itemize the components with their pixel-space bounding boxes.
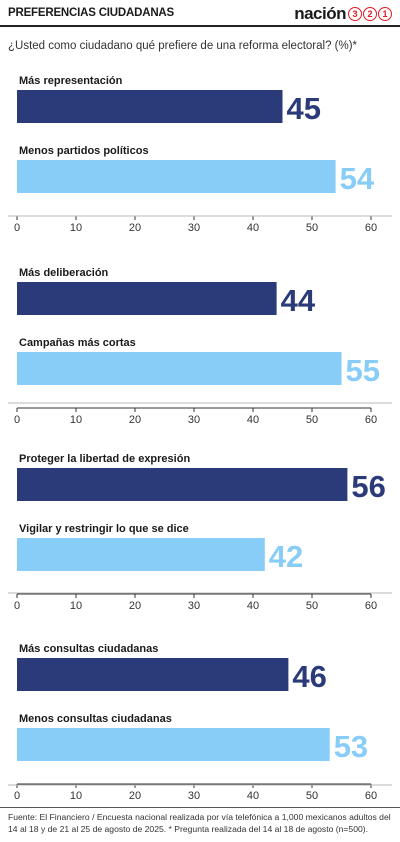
bar-label: Menos partidos políticos xyxy=(19,145,149,157)
tick-label: 0 xyxy=(14,222,20,234)
page-title: PREFERENCIAS CIUDADANAS xyxy=(8,7,174,19)
bar xyxy=(17,728,330,761)
tick-label: 60 xyxy=(365,790,377,802)
bar-label: Más representación xyxy=(19,75,123,87)
tick-label: 10 xyxy=(70,222,82,234)
footer-divider xyxy=(0,807,400,808)
tick-label: 50 xyxy=(306,414,318,426)
data-label: 53 xyxy=(334,729,368,764)
source-note: Fuente: El Financiero / Encuesta naciona… xyxy=(8,812,391,834)
data-label: 44 xyxy=(281,283,316,318)
logo-wordmark: nación xyxy=(294,4,346,23)
tick-label: 20 xyxy=(129,790,141,802)
tick-label: 40 xyxy=(247,222,259,234)
bar xyxy=(17,282,277,315)
bar-label: Campañas más cortas xyxy=(19,337,136,349)
header: PREFERENCIAS CIUDADANAS nación 3 2 1 xyxy=(0,0,400,28)
bar-label: Menos consultas ciudadanas xyxy=(19,713,172,725)
tick-label: 60 xyxy=(365,600,377,612)
tick-label: 60 xyxy=(365,222,377,234)
tick-label: 40 xyxy=(247,600,259,612)
tick-label: 30 xyxy=(188,222,200,234)
bar xyxy=(17,468,348,501)
bar xyxy=(17,90,283,123)
tick-label: 50 xyxy=(306,222,318,234)
tick-label: 30 xyxy=(188,414,200,426)
tick-label: 20 xyxy=(129,222,141,234)
data-label: 42 xyxy=(269,539,303,574)
data-label: 46 xyxy=(292,659,326,694)
logo-digit-2: 2 xyxy=(363,7,377,21)
data-label: 54 xyxy=(340,161,375,196)
tick-label: 40 xyxy=(247,790,259,802)
header-divider xyxy=(0,25,400,27)
bar-label: Más deliberación xyxy=(19,267,109,279)
bar xyxy=(17,352,342,385)
tick-label: 10 xyxy=(70,414,82,426)
tick-label: 50 xyxy=(306,790,318,802)
tick-label: 10 xyxy=(70,600,82,612)
bar xyxy=(17,160,336,193)
tick-label: 0 xyxy=(14,414,20,426)
data-label: 56 xyxy=(351,469,385,504)
data-label: 45 xyxy=(287,91,321,126)
bar-label: Vigilar y restringir lo que se dice xyxy=(19,523,189,535)
tick-label: 10 xyxy=(70,790,82,802)
bar xyxy=(17,658,289,691)
chart-question: ¿Usted como ciudadano qué prefiere de un… xyxy=(8,40,358,52)
tick-label: 0 xyxy=(14,790,20,802)
tick-label: 50 xyxy=(306,600,318,612)
tick-label: 20 xyxy=(129,600,141,612)
tick-label: 20 xyxy=(129,414,141,426)
bar-label: Proteger la libertad de expresión xyxy=(19,453,190,465)
logo-digit-1: 3 xyxy=(348,7,362,21)
tick-label: 0 xyxy=(14,600,20,612)
tick-label: 40 xyxy=(247,414,259,426)
logo-digit-3: 1 xyxy=(378,7,392,21)
tick-label: 30 xyxy=(188,790,200,802)
bar xyxy=(17,538,265,571)
brand-logo: nación 3 2 1 xyxy=(294,4,392,24)
bar-label: Más consultas ciudadanas xyxy=(19,643,158,655)
data-label: 55 xyxy=(346,353,380,388)
tick-label: 30 xyxy=(188,600,200,612)
tick-label: 60 xyxy=(365,414,377,426)
